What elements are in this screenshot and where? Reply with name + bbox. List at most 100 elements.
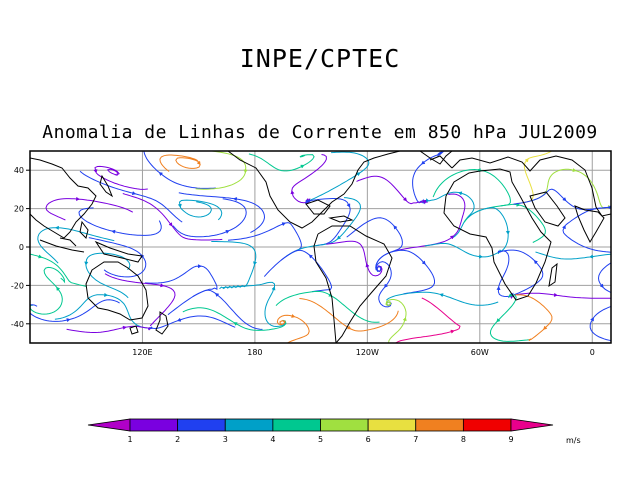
streamline-arrow — [496, 286, 501, 290]
streamline-arrow — [421, 260, 426, 265]
streamline — [211, 241, 257, 290]
streamline — [562, 206, 611, 253]
coast-europe-asia — [429, 155, 611, 217]
streamline — [143, 151, 216, 189]
streamline-arrow — [599, 283, 604, 288]
colorbar-segment — [320, 418, 369, 432]
colorbar-low-arrow — [87, 418, 131, 432]
streamline — [426, 191, 475, 239]
streamline-arrow — [346, 325, 352, 330]
streamline — [306, 151, 370, 203]
coast-indonesia — [39, 237, 143, 263]
streamline — [412, 151, 445, 205]
colorbar-segment — [177, 418, 226, 432]
streamline — [178, 199, 223, 221]
streamline-arrow — [308, 254, 314, 259]
colorbar-label: 6 — [366, 435, 371, 444]
streamline-arrow — [572, 167, 577, 173]
streamline — [515, 294, 553, 342]
streamline-arrow — [300, 164, 305, 169]
streamline — [159, 154, 201, 172]
streamline-arrow — [553, 292, 558, 297]
streamline — [122, 193, 223, 241]
coast-india — [574, 205, 605, 244]
streamline-arrow — [158, 172, 164, 177]
streamline-arrow — [336, 235, 342, 240]
axis-labels: 40 20 0 -20 -40 120E 180 120W 60W 0 — [11, 166, 595, 357]
streamline-arrow — [111, 229, 116, 234]
streamline — [466, 207, 509, 253]
streamline — [147, 315, 236, 330]
streamline — [248, 153, 315, 172]
streamline-arrow — [243, 169, 248, 174]
streamline-arrow — [496, 318, 501, 323]
colorbar-label: 3 — [223, 435, 228, 444]
coast-arabia — [529, 191, 566, 227]
streamline-arrow — [233, 322, 238, 326]
streamline — [227, 222, 302, 261]
streamline-arrow — [176, 317, 182, 322]
lon-tick-label: 120W — [356, 348, 379, 357]
streamline — [54, 294, 148, 329]
coast-philippines — [79, 220, 89, 239]
colorbar-label: 8 — [461, 435, 466, 444]
coast-tasmania — [129, 325, 139, 335]
streamline-arrow — [449, 235, 455, 240]
streamline — [45, 198, 134, 221]
streamline — [30, 266, 66, 315]
streamline — [489, 293, 530, 342]
colorbar-segment — [462, 418, 512, 432]
coast-australia — [85, 261, 149, 321]
colorbar-label: 9 — [508, 435, 513, 444]
colorbar-segment — [224, 418, 274, 432]
lon-tick-label: 0 — [590, 348, 595, 357]
streamline — [222, 281, 287, 328]
colorbar-high-arrow — [510, 418, 554, 432]
streamline — [66, 325, 153, 333]
colorbar-segment — [367, 418, 417, 432]
coast-gulf-mexico — [305, 199, 331, 215]
colorbar-label: 1 — [127, 435, 132, 444]
streamline — [195, 151, 247, 190]
streamline-arrow — [225, 229, 230, 234]
lat-tick-label: -40 — [11, 320, 24, 329]
streamline-arrow — [214, 293, 220, 298]
colorbar-unit: m/s — [566, 436, 581, 445]
coast-cuba — [328, 215, 354, 223]
streamline-arrow — [76, 196, 80, 202]
streamline — [497, 250, 515, 299]
streamline-arrow — [281, 222, 286, 227]
streamline-arrow — [505, 230, 510, 235]
streamline-arrow — [197, 264, 202, 269]
streamline — [395, 193, 466, 252]
coast-north-america — [227, 151, 401, 229]
streamline — [535, 251, 611, 260]
streamline — [589, 305, 611, 342]
streamline-arrow — [56, 286, 61, 292]
streamline-arrow — [533, 260, 539, 265]
colorbar-segment — [415, 418, 464, 432]
streamline-arrow — [393, 225, 398, 230]
colorbar-label: 4 — [270, 435, 275, 444]
streamline-arrow — [38, 254, 43, 259]
coast-south-america — [313, 225, 393, 343]
coast-new-zealand — [155, 311, 169, 335]
streamline-arrow — [365, 263, 370, 268]
colorbar-label: 2 — [175, 435, 180, 444]
streamline-arrow — [122, 325, 127, 330]
map-subtitle: Anomalia de Linhas de Corrente em 850 hP… — [42, 122, 598, 143]
streamline-arrow — [168, 222, 173, 227]
streamline — [597, 262, 611, 293]
coast-africa — [443, 168, 552, 301]
streamline-arrow — [356, 172, 361, 177]
graticule — [30, 151, 611, 343]
coast-japan — [99, 174, 114, 198]
colorbar: 1 2 3 4 5 6 7 8 9 — [87, 418, 554, 444]
streamline-arrow — [402, 197, 407, 202]
streamline-arrow — [131, 191, 137, 196]
streamline-arrow — [561, 224, 566, 230]
lon-tick-label: 180 — [247, 348, 262, 357]
map-frame — [29, 150, 612, 344]
streamline-arrow — [160, 283, 165, 288]
streamline-arrow — [196, 160, 201, 166]
